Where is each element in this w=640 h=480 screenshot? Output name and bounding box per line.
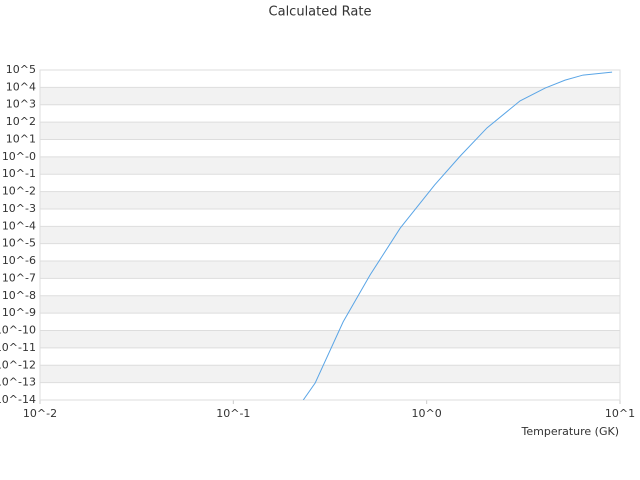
x-tick-label: 10^-2: [23, 407, 57, 420]
y-tick-label: 10^-5: [2, 237, 36, 250]
x-axis-label: Temperature (GK): [521, 425, 620, 438]
grid-band: [40, 87, 620, 105]
grid-band: [40, 365, 620, 383]
y-tick-label: 10^-4: [2, 219, 36, 232]
y-tick-label: 10^-13: [0, 376, 36, 389]
y-tick-label: 10^-9: [2, 306, 36, 319]
y-tick-label: 10^-8: [2, 289, 36, 302]
y-tick-label: 10^-1: [2, 167, 36, 180]
x-tick-label: 10^-1: [216, 407, 250, 420]
grid-band: [40, 261, 620, 279]
grid-band: [40, 330, 620, 348]
grid-band: [40, 295, 620, 314]
y-tick-label: 10^2: [6, 115, 36, 128]
y-tick-label: 10^-3: [2, 202, 36, 215]
y-tick-label: 10^1: [6, 132, 36, 145]
y-tick-label: 10^-10: [0, 324, 36, 337]
y-tick-label: 10^-7: [2, 271, 36, 284]
x-tick-label: 10^0: [412, 407, 442, 420]
plot-frame: [39, 69, 621, 401]
grid-band: [40, 122, 620, 140]
x-tick-label: 10^1: [605, 407, 635, 420]
y-tick-label: 10^3: [6, 98, 36, 111]
y-tick-label: 10^-12: [0, 358, 36, 371]
grid-band: [40, 156, 620, 175]
grid-band: [40, 191, 620, 209]
y-tick-label: 10^-2: [2, 185, 36, 198]
chart-title: Calculated Rate: [269, 5, 372, 20]
y-tick-label: 10^-6: [2, 254, 36, 267]
y-tick-label: 10^5: [6, 63, 36, 76]
y-tick-label: 10^-14: [0, 393, 36, 406]
y-tick-label: 10^4: [6, 80, 36, 93]
y-tick-label: 10^-0: [2, 150, 36, 163]
grid-band: [40, 226, 620, 244]
data-line: [302, 71, 613, 400]
y-tick-label: 10^-11: [0, 341, 36, 354]
